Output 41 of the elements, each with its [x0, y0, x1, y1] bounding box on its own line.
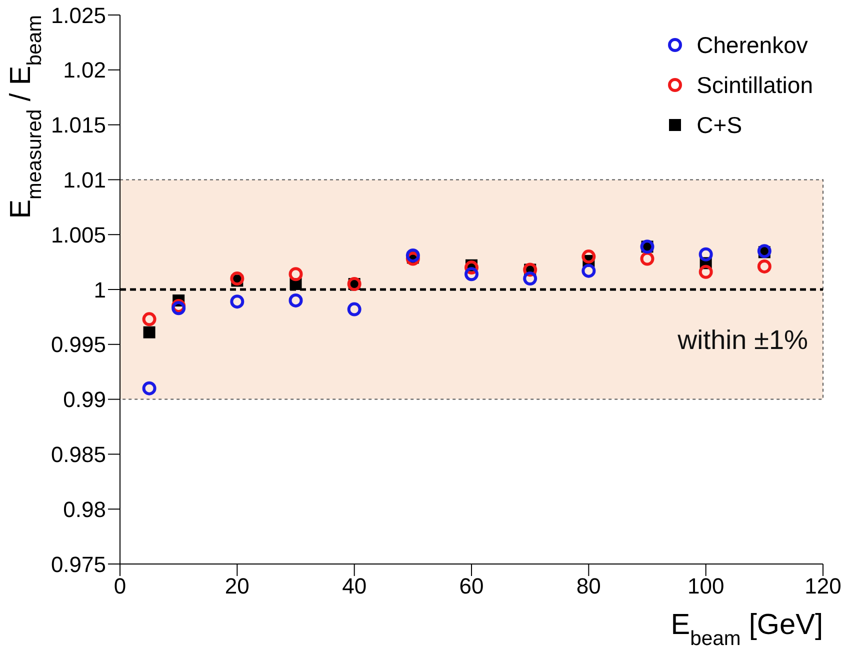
x-tick-label: 0: [114, 574, 126, 599]
point: [640, 252, 654, 266]
x-tick-label: 80: [576, 574, 601, 599]
point: [230, 272, 244, 286]
point: [757, 259, 772, 274]
x-tick-label: 120: [804, 574, 842, 599]
y-tick-label: 0.99: [63, 387, 106, 412]
point: [143, 326, 156, 338]
x-tick-label: 60: [459, 574, 484, 599]
x-tick-label: 20: [224, 574, 250, 599]
point: [464, 267, 478, 282]
point: [142, 312, 156, 326]
band-label: within ±1%: [676, 324, 808, 355]
legend-label: Scintillation: [696, 72, 813, 98]
x-tick-label: 40: [342, 574, 367, 599]
y-tick-label: 1.01: [63, 168, 106, 193]
point: [523, 272, 538, 286]
y-tick-label: 0.975: [50, 552, 106, 577]
point: [698, 264, 713, 279]
legend-label: Cherenkov: [696, 32, 808, 58]
point: [582, 250, 596, 264]
point: [288, 267, 303, 282]
x-axis-title: E$_{beam}$ [GeV]: [670, 609, 823, 650]
y-tick-label: 1: [94, 277, 106, 302]
x-tick-label: 100: [687, 574, 724, 599]
point: [288, 293, 303, 308]
point: [406, 248, 420, 262]
point: [698, 247, 713, 262]
legend-label: C+S: [696, 112, 742, 138]
y-tick-label: 1.015: [50, 112, 106, 138]
point: [230, 294, 244, 309]
point: [582, 264, 596, 278]
y-tick-label: 0.985: [50, 442, 106, 468]
y-tick-label: 0.98: [63, 496, 106, 522]
y-tick-label: 1.025: [50, 2, 106, 28]
y-tick-label: 1.02: [63, 58, 106, 83]
y-tick-label: 0.995: [50, 332, 106, 358]
point: [347, 302, 362, 316]
point: [172, 301, 186, 316]
y-tick-label: 1.005: [50, 222, 106, 248]
point: [142, 381, 156, 396]
